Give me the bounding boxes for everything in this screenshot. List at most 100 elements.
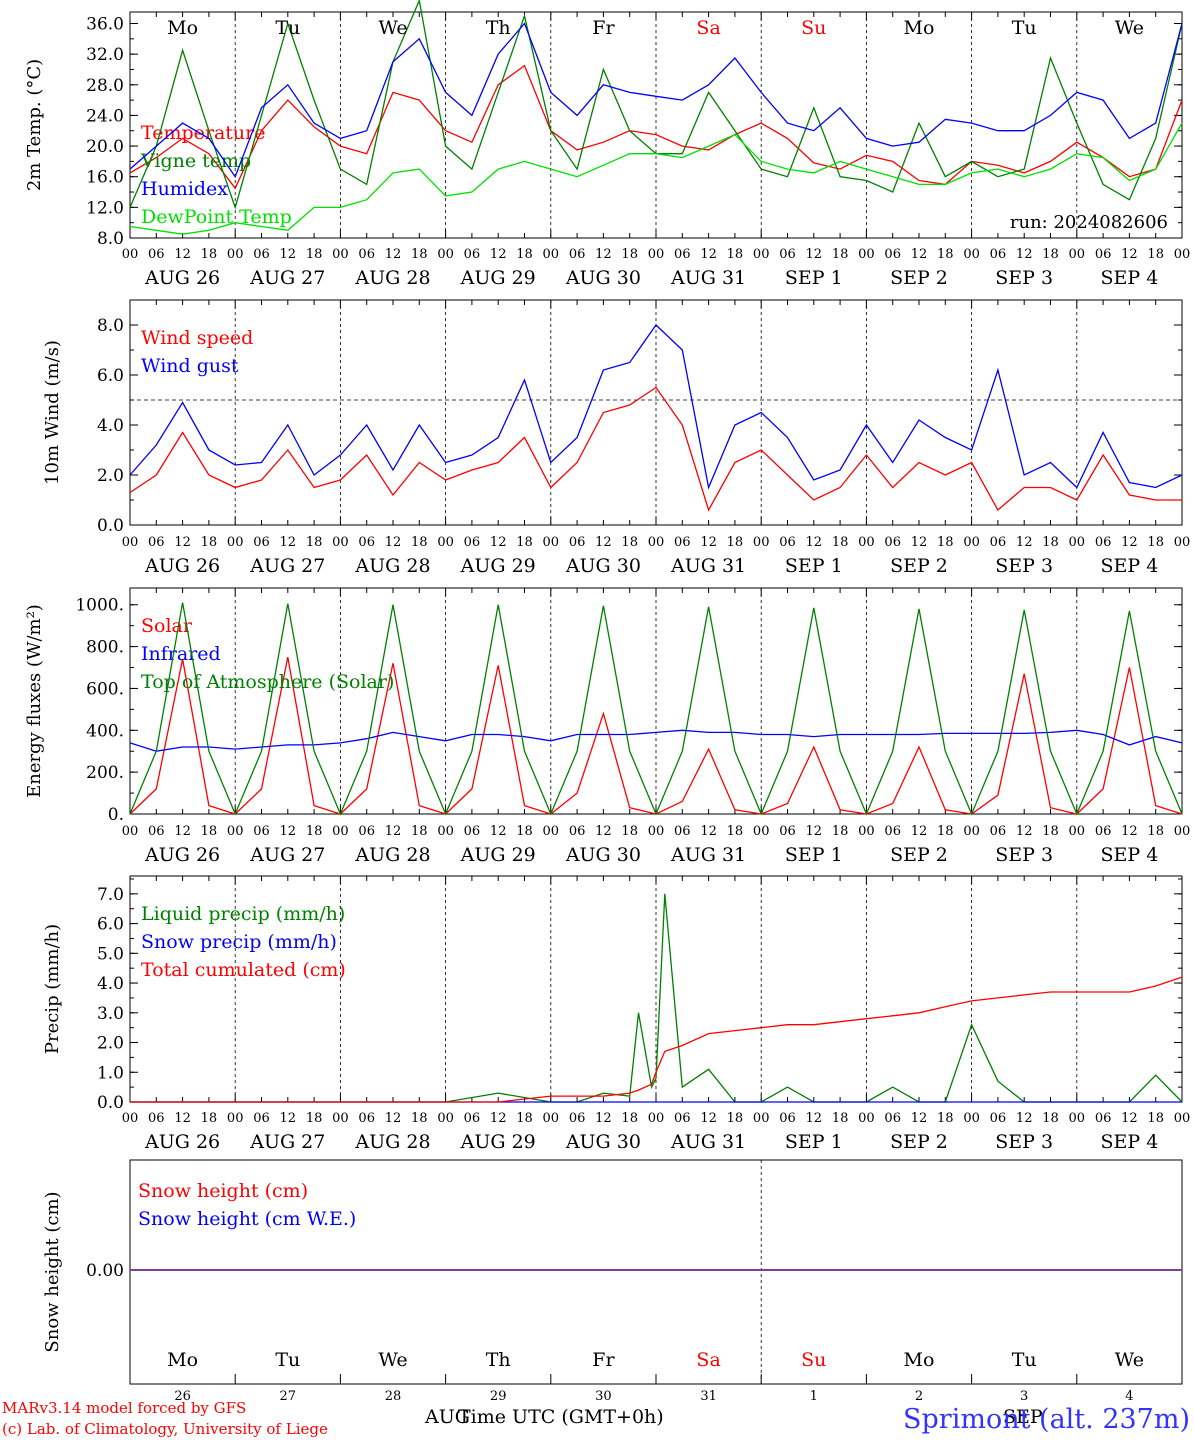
hour-tick-label: 18 [727,1111,744,1126]
hour-tick-label: 00 [332,247,349,262]
hour-tick-label: 12 [595,1111,612,1126]
hour-tick-label: 12 [1016,1111,1033,1126]
y-tick-label: 0.0 [97,1093,124,1113]
hour-tick-label: 12 [1121,1111,1138,1126]
legend-entry: Liquid precip (mm/h) [141,903,345,925]
weekday-label: Mo [904,1349,935,1371]
hour-tick-label: 12 [1016,535,1033,550]
date-label: SEP 4 [1100,555,1158,577]
hour-tick-label: 12 [490,824,507,839]
weekday-label: Mo [167,1349,198,1371]
panel-3: 0. 200. 400. 600. 800. 1000. Energy fluxes (W/… [24,587,1190,866]
y-tick-label: 6.0 [97,915,124,935]
hour-tick-label: 00 [227,247,244,262]
hour-tick-label: 00 [1069,247,1086,262]
weekday-label: Tu [1012,17,1037,39]
hour-tick-label: 00 [858,1111,875,1126]
legend-entry: Total cumulated (cm) [141,959,346,981]
hour-tick-label: 00 [122,247,139,262]
date-label: AUG 28 [354,844,430,866]
hour-tick-label: 00 [858,247,875,262]
hour-tick-label: 18 [1042,1111,1059,1126]
y-axis-label: Precip (mm/h) [42,924,63,1054]
hour-tick-label: 18 [1042,247,1059,262]
hour-tick-label: 00 [963,824,980,839]
hour-tick-label: 06 [1095,535,1112,550]
hour-tick-label: 00 [437,1111,454,1126]
hour-tick-label: 12 [174,535,191,550]
hour-tick-label: 12 [700,535,717,550]
station-label: Sprimont (alt. 237m) [903,1404,1190,1435]
hour-tick-label: 00 [753,247,770,262]
hour-tick-label: 18 [411,824,428,839]
hour-tick-label: 18 [937,535,954,550]
date-label: SEP 3 [995,555,1053,577]
hour-tick-label: 06 [464,824,481,839]
hour-tick-label: 06 [358,535,375,550]
hour-tick-label: 00 [543,535,560,550]
date-label: SEP 1 [785,267,843,289]
hour-tick-label: 06 [990,247,1007,262]
date-label: AUG 26 [144,267,220,289]
hour-tick-label: 12 [1121,247,1138,262]
series-line-2 [129,729,1183,752]
hour-tick-label: 06 [253,1111,270,1126]
hour-tick-label: 00 [543,1111,560,1126]
hour-tick-label: 18 [306,247,323,262]
date-label: SEP 2 [890,844,948,866]
hour-tick-label: 12 [490,535,507,550]
lab-credit: (c) Lab. of Climatology, University of L… [2,1420,328,1438]
day-number-label: 27 [280,1389,297,1404]
model-credit: MARv3.14 model forced by GFS [2,1399,246,1417]
date-label: AUG 27 [249,267,325,289]
hour-tick-label: 06 [1095,824,1112,839]
weekday-label: Su [801,1349,826,1371]
day-number-label: 31 [700,1389,717,1404]
hour-tick-label: 06 [884,1111,901,1126]
y-tick-label: 2.0 [97,1034,124,1054]
hour-tick-label: 00 [437,824,454,839]
legend-entry: Snow height (cm W.E.) [138,1208,356,1230]
hour-tick-label: 12 [806,247,823,262]
y-tick-label: 1.0 [97,1063,124,1083]
weekday-label: Mo [167,17,198,39]
hour-tick-label: 18 [1147,535,1164,550]
hour-tick-label: 06 [884,535,901,550]
hour-tick-label: 00 [648,824,665,839]
hour-tick-label: 18 [516,824,533,839]
hour-tick-label: 12 [174,247,191,262]
hour-tick-label: 18 [832,535,849,550]
date-label: AUG 30 [565,267,641,289]
date-label: SEP 1 [785,555,843,577]
hour-tick-label: 18 [306,1111,323,1126]
y-tick-label: 400. [86,721,124,741]
date-label: AUG 30 [565,1131,641,1153]
hour-tick-label: 06 [148,247,165,262]
date-label: AUG 29 [460,267,536,289]
hour-tick-label: 06 [674,247,691,262]
hour-tick-label: 00 [753,824,770,839]
date-label: AUG 27 [249,555,325,577]
hour-tick-label: 06 [358,247,375,262]
series-line-3 [129,602,1183,816]
hour-tick-label: 00 [122,1111,139,1126]
hour-tick-label: 12 [280,247,297,262]
hour-tick-label: 18 [937,247,954,262]
y-tick-label: 3.0 [97,1004,124,1024]
hour-tick-label: 00 [227,1111,244,1126]
hour-tick-label: 06 [464,1111,481,1126]
series-line-3 [129,22,1183,179]
y-axis-label: Energy fluxes (W/m²) [24,604,45,798]
date-label: SEP 2 [890,1131,948,1153]
hour-tick-label: 12 [280,535,297,550]
hour-tick-label: 18 [201,1111,218,1126]
hour-tick-label: 06 [148,535,165,550]
legend-entry: Vigne temp [140,150,251,172]
series-line-2 [129,324,1183,490]
y-tick-label: 16.0 [86,168,124,188]
date-label: SEP 4 [1100,844,1158,866]
hour-tick-label: 06 [990,1111,1007,1126]
hour-tick-label: 18 [201,824,218,839]
hour-tick-label: 12 [911,247,928,262]
